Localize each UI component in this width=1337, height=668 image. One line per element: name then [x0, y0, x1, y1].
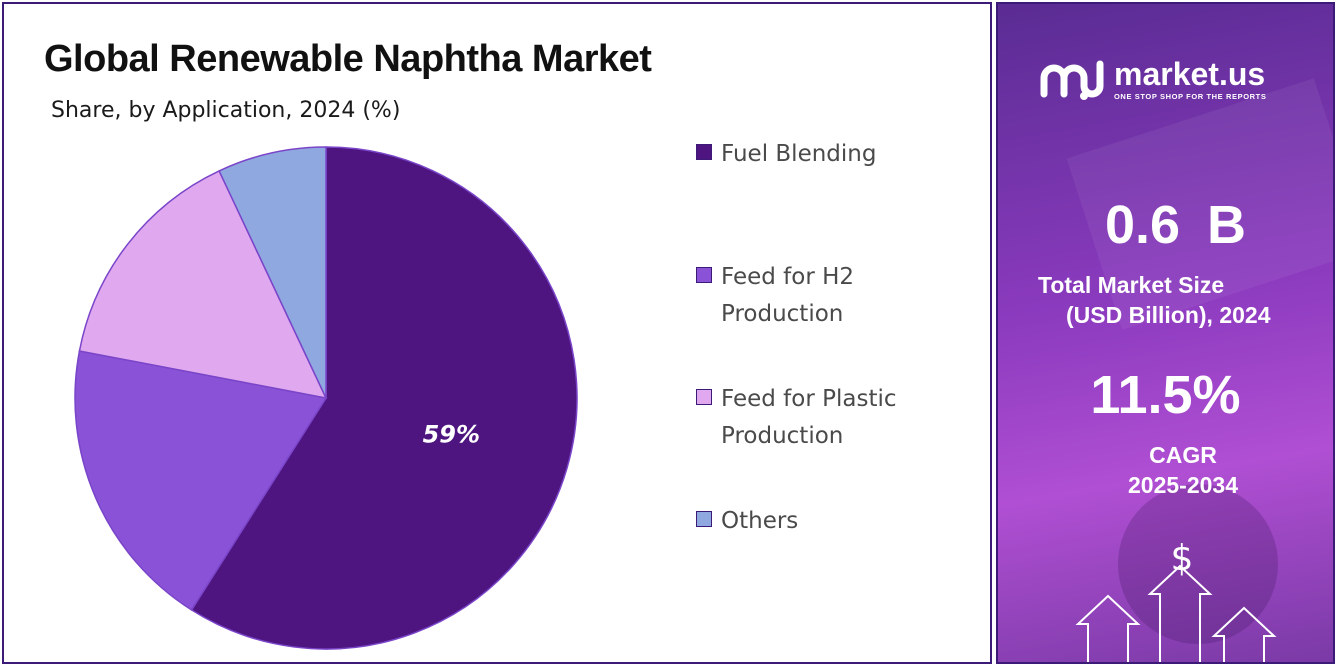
- legend-item-others: Others: [696, 503, 951, 540]
- cagr-label: CAGR: [1149, 442, 1217, 468]
- brand-tagline: ONE STOP SHOP FOR THE REPORTS: [1114, 91, 1267, 101]
- market-size-value: 0.6 B: [1104, 195, 1247, 255]
- legend-swatch: [696, 267, 712, 283]
- pie-chart: 59%: [74, 146, 578, 650]
- chart-title: Global Renewable Naphtha Market: [44, 38, 652, 80]
- legend-swatch: [696, 389, 712, 405]
- legend-swatch: [696, 511, 712, 527]
- cagr-period: 2025-2034: [1128, 472, 1238, 498]
- chart-subtitle: Share, by Application, 2024 (%): [51, 98, 401, 123]
- brand-logo: market.us ONE STOP SHOP FOR THE REPORTS: [1040, 56, 1266, 102]
- pie-slice-fuel-blending: [190, 146, 578, 650]
- up-arrow-icon: [1075, 564, 1277, 662]
- market-size-label-year: (USD Billion), 2024: [1066, 302, 1271, 328]
- pie-data-label: 59%: [423, 420, 480, 448]
- brand-text: market.us ONE STOP SHOP FOR THE REPORTS: [1114, 58, 1266, 101]
- legend-swatch: [696, 144, 712, 160]
- chart-panel: Global Renewable Naphtha Market Share, b…: [2, 2, 992, 664]
- stats-panel: market.us ONE STOP SHOP FOR THE REPORTS …: [996, 2, 1335, 664]
- legend-label: Others: [721, 508, 799, 534]
- legend-label: Feed for H2 Production: [721, 264, 855, 327]
- pie-slice-feed-for-plastic-production: [78, 169, 328, 400]
- legend-item-fuel-blending: Fuel Blending: [696, 136, 951, 173]
- cagr-value: 11.5%: [1090, 365, 1241, 425]
- market-size-label: Total Market Size: [1038, 272, 1225, 298]
- background-decoration: [1118, 484, 1278, 644]
- legend-item-feed-for-h2-production: Feed for H2 Production: [696, 259, 881, 333]
- pie-slice-others: [218, 146, 327, 399]
- pie-slice-feed-for-h2-production: [74, 350, 328, 611]
- growth-arrows-graphic: $: [1075, 538, 1277, 662]
- legend-item-feed-for-plastic-production: Feed for Plastic Production: [696, 381, 921, 455]
- legend-label: Fuel Blending: [721, 141, 877, 167]
- brand-name: market.us: [1114, 55, 1266, 92]
- market-us-logo-icon: [1040, 60, 1104, 100]
- legend-label: Feed for Plastic Production: [721, 386, 897, 449]
